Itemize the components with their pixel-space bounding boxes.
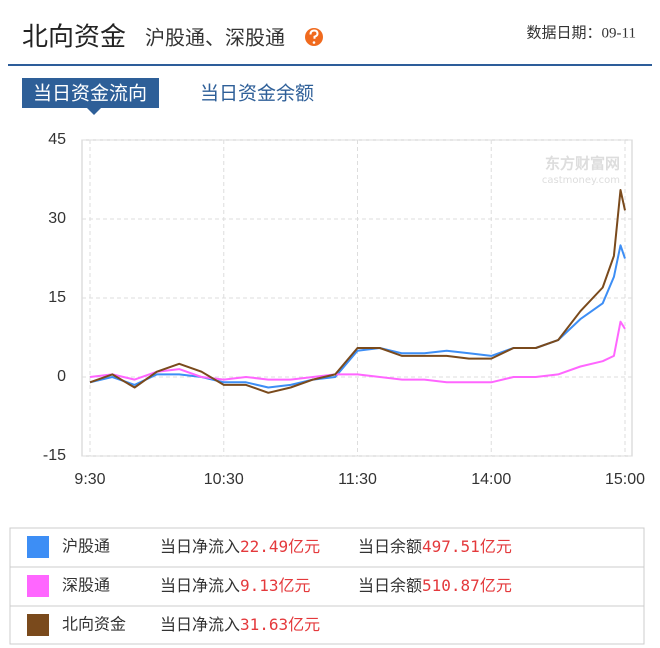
summary-box bbox=[9, 527, 645, 645]
net-value: 22.49亿元 bbox=[240, 537, 320, 556]
title: 北向资金 bbox=[22, 23, 126, 53]
legend-swatch bbox=[27, 614, 49, 636]
y-tick-label: 30 bbox=[48, 210, 66, 227]
net-inflow: 当日净流入22.49亿元 bbox=[160, 537, 320, 556]
y-tick-label: 0 bbox=[57, 368, 66, 385]
x-tick-label: 11:30 bbox=[338, 471, 377, 488]
series-line bbox=[89, 320, 626, 384]
balance: 当日余额497.51亿元 bbox=[358, 537, 512, 556]
legend-swatch bbox=[27, 575, 49, 597]
help-icon[interactable] bbox=[305, 28, 323, 46]
legend-label: 深股通 bbox=[62, 576, 110, 595]
watermark-sub: castmoney.com bbox=[542, 175, 620, 186]
legend-label: 北向资金 bbox=[62, 615, 126, 634]
subtitle: 沪股通、深股通 bbox=[145, 26, 285, 50]
y-tick-label: 15 bbox=[48, 289, 66, 306]
net-label: 当日净流入 bbox=[160, 615, 240, 634]
net-value: 31.63亿元 bbox=[240, 615, 320, 634]
x-tick-label: 10:30 bbox=[204, 471, 244, 488]
balance: 当日余额510.87亿元 bbox=[358, 576, 512, 595]
y-tick-label: 45 bbox=[48, 131, 66, 148]
tab-label[interactable]: 当日资金余额 bbox=[200, 83, 314, 105]
x-tick-label: 9:30 bbox=[74, 471, 105, 488]
x-tick-label: 15:00 bbox=[605, 471, 645, 488]
net-value: 9.13亿元 bbox=[240, 576, 311, 595]
legend-label: 沪股通 bbox=[62, 537, 110, 556]
tab-active[interactable]: 当日资金流向 bbox=[22, 78, 159, 115]
y-tick-label: -15 bbox=[43, 447, 66, 464]
net-label: 当日净流入 bbox=[160, 576, 240, 595]
legend-swatch bbox=[27, 536, 49, 558]
balance-label: 当日余额 bbox=[358, 537, 422, 556]
tab-label: 当日资金流向 bbox=[33, 83, 147, 105]
net-inflow: 当日净流入9.13亿元 bbox=[160, 576, 311, 595]
series-line bbox=[89, 189, 626, 394]
balance-label: 当日余额 bbox=[358, 576, 422, 595]
watermark: 东方财富网 bbox=[545, 155, 620, 173]
date: 数据日期：09-11 bbox=[527, 24, 636, 41]
net-inflow: 当日净流入31.63亿元 bbox=[160, 615, 320, 634]
x-tick-label: 14:00 bbox=[471, 471, 511, 488]
net-label: 当日净流入 bbox=[160, 537, 240, 556]
balance-value: 510.87亿元 bbox=[422, 576, 512, 595]
balance-value: 497.51亿元 bbox=[422, 537, 512, 556]
